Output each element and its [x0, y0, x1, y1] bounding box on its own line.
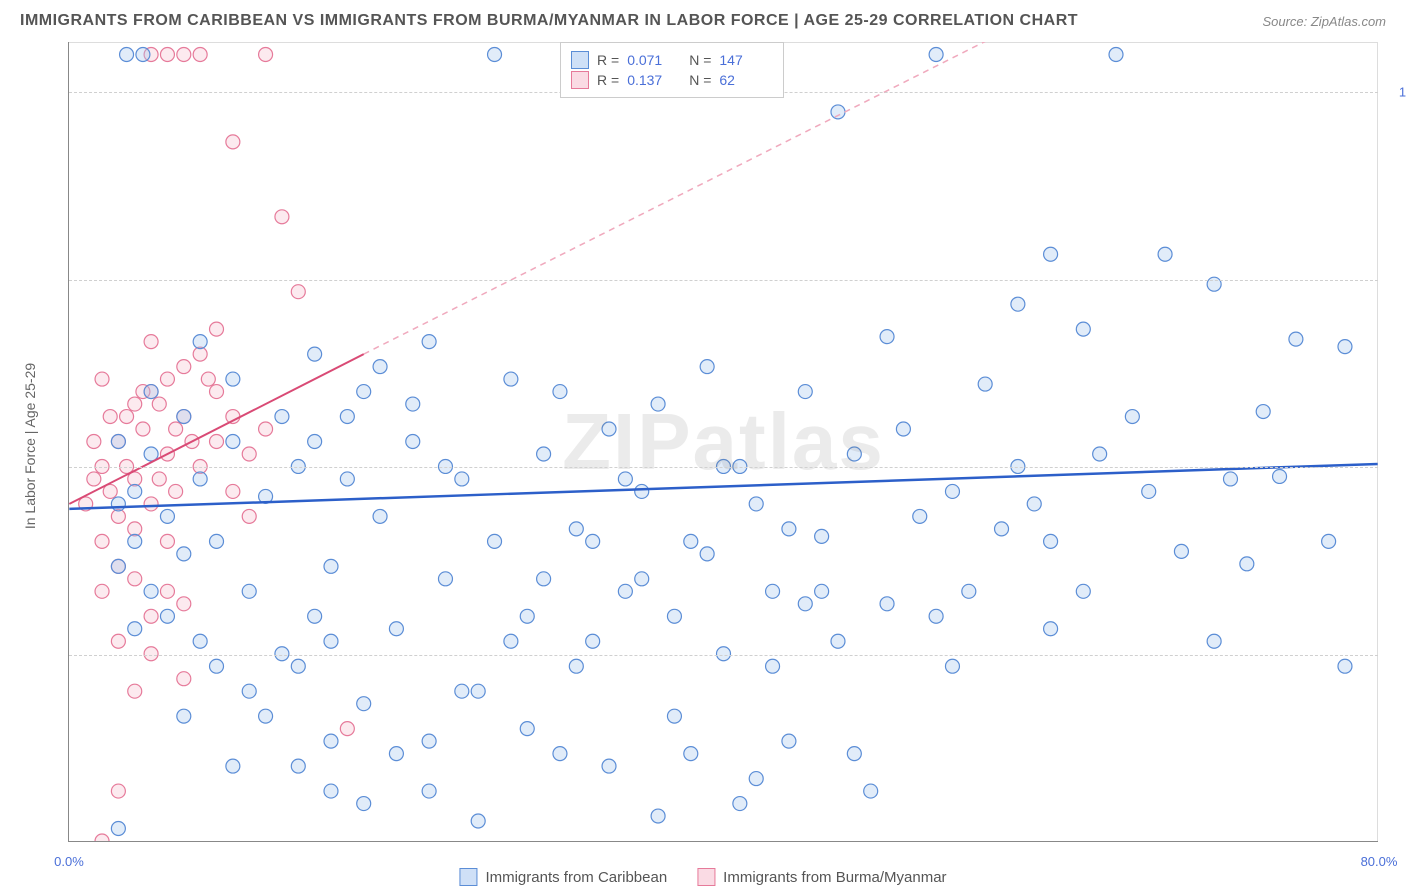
- r-value-1: 0.071: [627, 52, 671, 68]
- gridline: [69, 655, 1378, 656]
- n-label: N =: [689, 52, 711, 68]
- legend-item-1: Immigrants from Caribbean: [459, 868, 667, 886]
- r-value-2: 0.137: [627, 72, 671, 88]
- swatch-series-2: [697, 868, 715, 886]
- legend-item-2: Immigrants from Burma/Myanmar: [697, 868, 946, 886]
- legend-label-1: Immigrants from Caribbean: [485, 869, 667, 886]
- scatter-svg: [69, 42, 1378, 841]
- chart-title: IMMIGRANTS FROM CARIBBEAN VS IMMIGRANTS …: [20, 12, 1078, 30]
- source-label: Source: ZipAtlas.com: [1262, 14, 1386, 29]
- legend-row-series-1: R = 0.071 N = 147: [571, 51, 773, 69]
- r-label: R =: [597, 52, 619, 68]
- legend-label-2: Immigrants from Burma/Myanmar: [723, 869, 946, 886]
- legend-row-series-2: R = 0.137 N = 62: [571, 71, 773, 89]
- n-value-1: 147: [719, 52, 763, 68]
- y-tick-label: 85.0%: [1383, 460, 1406, 475]
- y-axis-label: In Labor Force | Age 25-29: [22, 363, 38, 529]
- swatch-series-2: [571, 71, 589, 89]
- n-label: N =: [689, 72, 711, 88]
- gridline: [69, 280, 1378, 281]
- swatch-series-1: [459, 868, 477, 886]
- plot-area: ZIPatlas 77.5%85.0%92.5%100.0%0.0%80.0%: [68, 42, 1378, 842]
- n-value-2: 62: [719, 72, 763, 88]
- y-tick-label: 92.5%: [1383, 272, 1406, 287]
- correlation-legend: R = 0.071 N = 147 R = 0.137 N = 62: [560, 42, 784, 98]
- x-tick-label: 0.0%: [54, 854, 84, 869]
- swatch-series-1: [571, 51, 589, 69]
- x-tick-label: 80.0%: [1361, 854, 1398, 869]
- series-legend: Immigrants from Caribbean Immigrants fro…: [459, 868, 946, 886]
- r-label: R =: [597, 72, 619, 88]
- y-tick-label: 77.5%: [1383, 647, 1406, 662]
- y-tick-label: 100.0%: [1383, 85, 1406, 100]
- gridline: [69, 467, 1378, 468]
